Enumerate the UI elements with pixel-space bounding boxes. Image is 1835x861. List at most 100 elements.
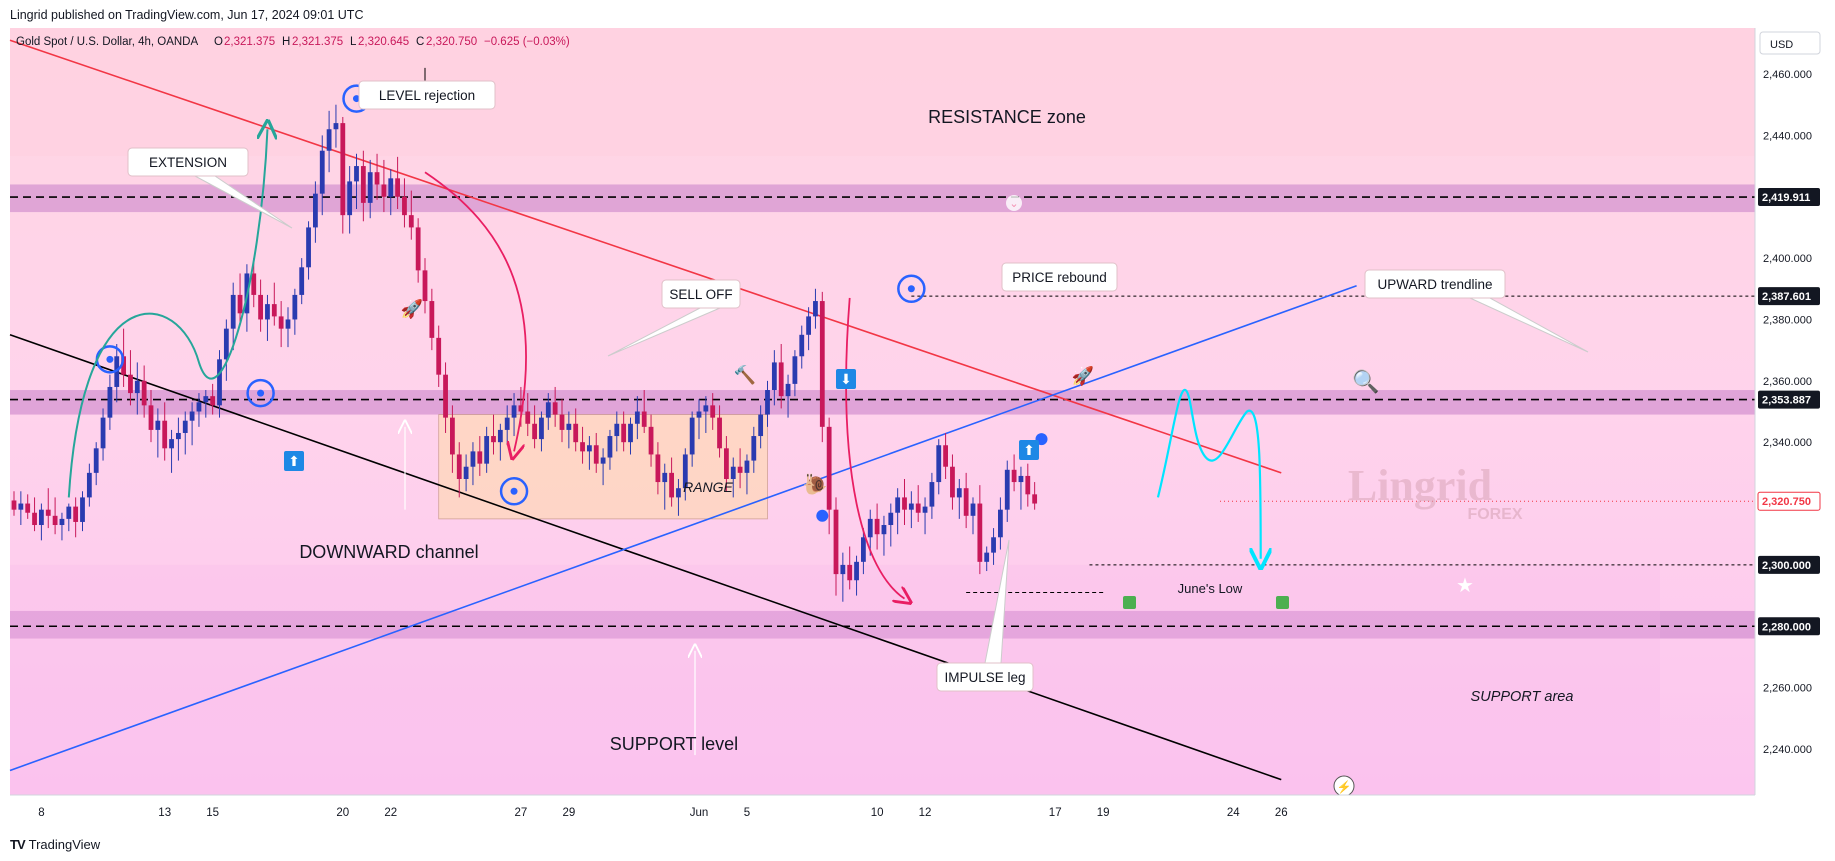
candle — [477, 436, 483, 476]
currency-selector[interactable] — [1759, 31, 1821, 55]
symbol-title: Gold Spot / U.S. Dollar, 4h, OANDA — [16, 36, 198, 48]
candle-body — [429, 301, 435, 338]
candle — [758, 405, 764, 449]
rocket-icon: 🚀 — [401, 298, 423, 319]
candle — [573, 408, 579, 452]
candle-body — [854, 561, 859, 581]
candle — [100, 408, 106, 461]
pivot-circle-icon — [897, 274, 926, 304]
candle — [908, 491, 914, 529]
candle — [929, 472, 935, 519]
c-label: C — [416, 36, 424, 48]
upward-trendline-label: UPWARD trendline — [1377, 277, 1492, 292]
candle — [655, 442, 661, 495]
x-tick-label: 15 — [206, 807, 219, 819]
zone-support-band — [10, 610, 1755, 639]
candle-body — [922, 506, 928, 513]
candle-body — [497, 429, 503, 443]
support-level-label: SUPPORT level — [610, 734, 738, 754]
arrow-glyph-icon: ⬇ — [840, 371, 852, 387]
candle — [319, 135, 325, 216]
price-rebound-label: PRICE rebound — [1012, 270, 1107, 285]
downward-channel[interactable] — [9, 334, 1282, 781]
trendline-anchor-icon — [816, 509, 829, 522]
zone-mid-band — [10, 390, 1755, 415]
x-tick-label: 8 — [38, 807, 44, 819]
candle — [936, 439, 942, 495]
candle — [634, 396, 640, 440]
extension-label-box[interactable] — [127, 147, 249, 177]
o-label: O — [214, 36, 223, 48]
candle — [367, 159, 373, 219]
sell-off-label-box[interactable] — [661, 279, 741, 309]
candle-body — [11, 500, 17, 510]
candle-body — [374, 172, 380, 185]
candle-body — [470, 451, 476, 467]
footer-bar: TV TradingView — [0, 833, 1835, 861]
publisher-bar: Lingrid published on TradingView.com, Ju… — [0, 0, 1835, 28]
candle — [744, 454, 750, 495]
candle — [689, 411, 695, 467]
candle — [169, 429, 174, 473]
candle — [813, 288, 818, 329]
candle-body — [80, 497, 85, 522]
candle-body — [182, 420, 188, 433]
level-rejection-label: LEVEL rejection — [379, 88, 475, 103]
candle — [765, 380, 770, 427]
candle — [210, 383, 216, 415]
candle-body — [682, 454, 688, 489]
resistance-line[interactable] — [9, 39, 1282, 474]
impulse-leg-label-box[interactable] — [936, 662, 1034, 692]
candle-body — [751, 436, 757, 461]
candle-body — [915, 503, 921, 513]
candle-body — [525, 411, 531, 424]
arrow-glyph-icon: ⬆ — [1023, 442, 1035, 458]
sell-off-label: SELL OFF — [669, 287, 732, 302]
y-tick-label: 2,360.000 — [1763, 376, 1812, 388]
zone-resistance-band — [10, 184, 1755, 213]
extension-curve — [67, 129, 268, 498]
candle — [607, 429, 613, 470]
candle — [436, 325, 442, 387]
watermark-sub: FOREX — [1467, 506, 1522, 523]
level-rejection-label-box[interactable] — [358, 80, 496, 110]
candle — [737, 448, 743, 489]
candle — [443, 362, 448, 433]
upward-trendline-label-box[interactable] — [1364, 269, 1506, 299]
x-tick-label: 29 — [562, 807, 575, 819]
candle — [360, 150, 366, 222]
candle — [45, 488, 51, 529]
candle-body — [826, 426, 832, 510]
candle — [73, 497, 79, 538]
arrow-glyph-icon: ⬆ — [288, 453, 300, 469]
candle-body — [895, 497, 901, 513]
candle-body — [765, 390, 770, 415]
candle-body — [662, 472, 668, 483]
candle — [354, 153, 359, 210]
star-icon: ★ — [1456, 575, 1474, 597]
magnifier-icon: 🔍 — [1352, 367, 1379, 394]
candle — [566, 411, 572, 449]
upward-trendline[interactable] — [9, 284, 1357, 772]
candle-body — [861, 537, 866, 562]
impulse-drop-arrow — [845, 297, 904, 599]
candle-body — [936, 445, 942, 483]
candle — [771, 350, 777, 406]
x-tick-label: 24 — [1227, 807, 1240, 819]
candle-body — [347, 181, 353, 216]
candle — [730, 457, 736, 498]
price-rebound-label-box[interactable] — [1001, 262, 1118, 292]
candle — [456, 442, 462, 498]
price-tag-label: 2,280.000 — [1762, 621, 1811, 633]
candle — [313, 181, 318, 243]
candle-body — [367, 172, 373, 203]
downward-channel-label: DOWNWARD channel — [299, 542, 478, 562]
candle — [785, 374, 791, 418]
h-label: H — [282, 36, 290, 48]
candle-body — [73, 506, 79, 522]
tradingview-logo[interactable]: TV TradingView — [10, 837, 100, 852]
candle — [66, 503, 72, 532]
candle-body — [840, 564, 846, 575]
hammer-icon: 🔨 — [734, 364, 756, 385]
